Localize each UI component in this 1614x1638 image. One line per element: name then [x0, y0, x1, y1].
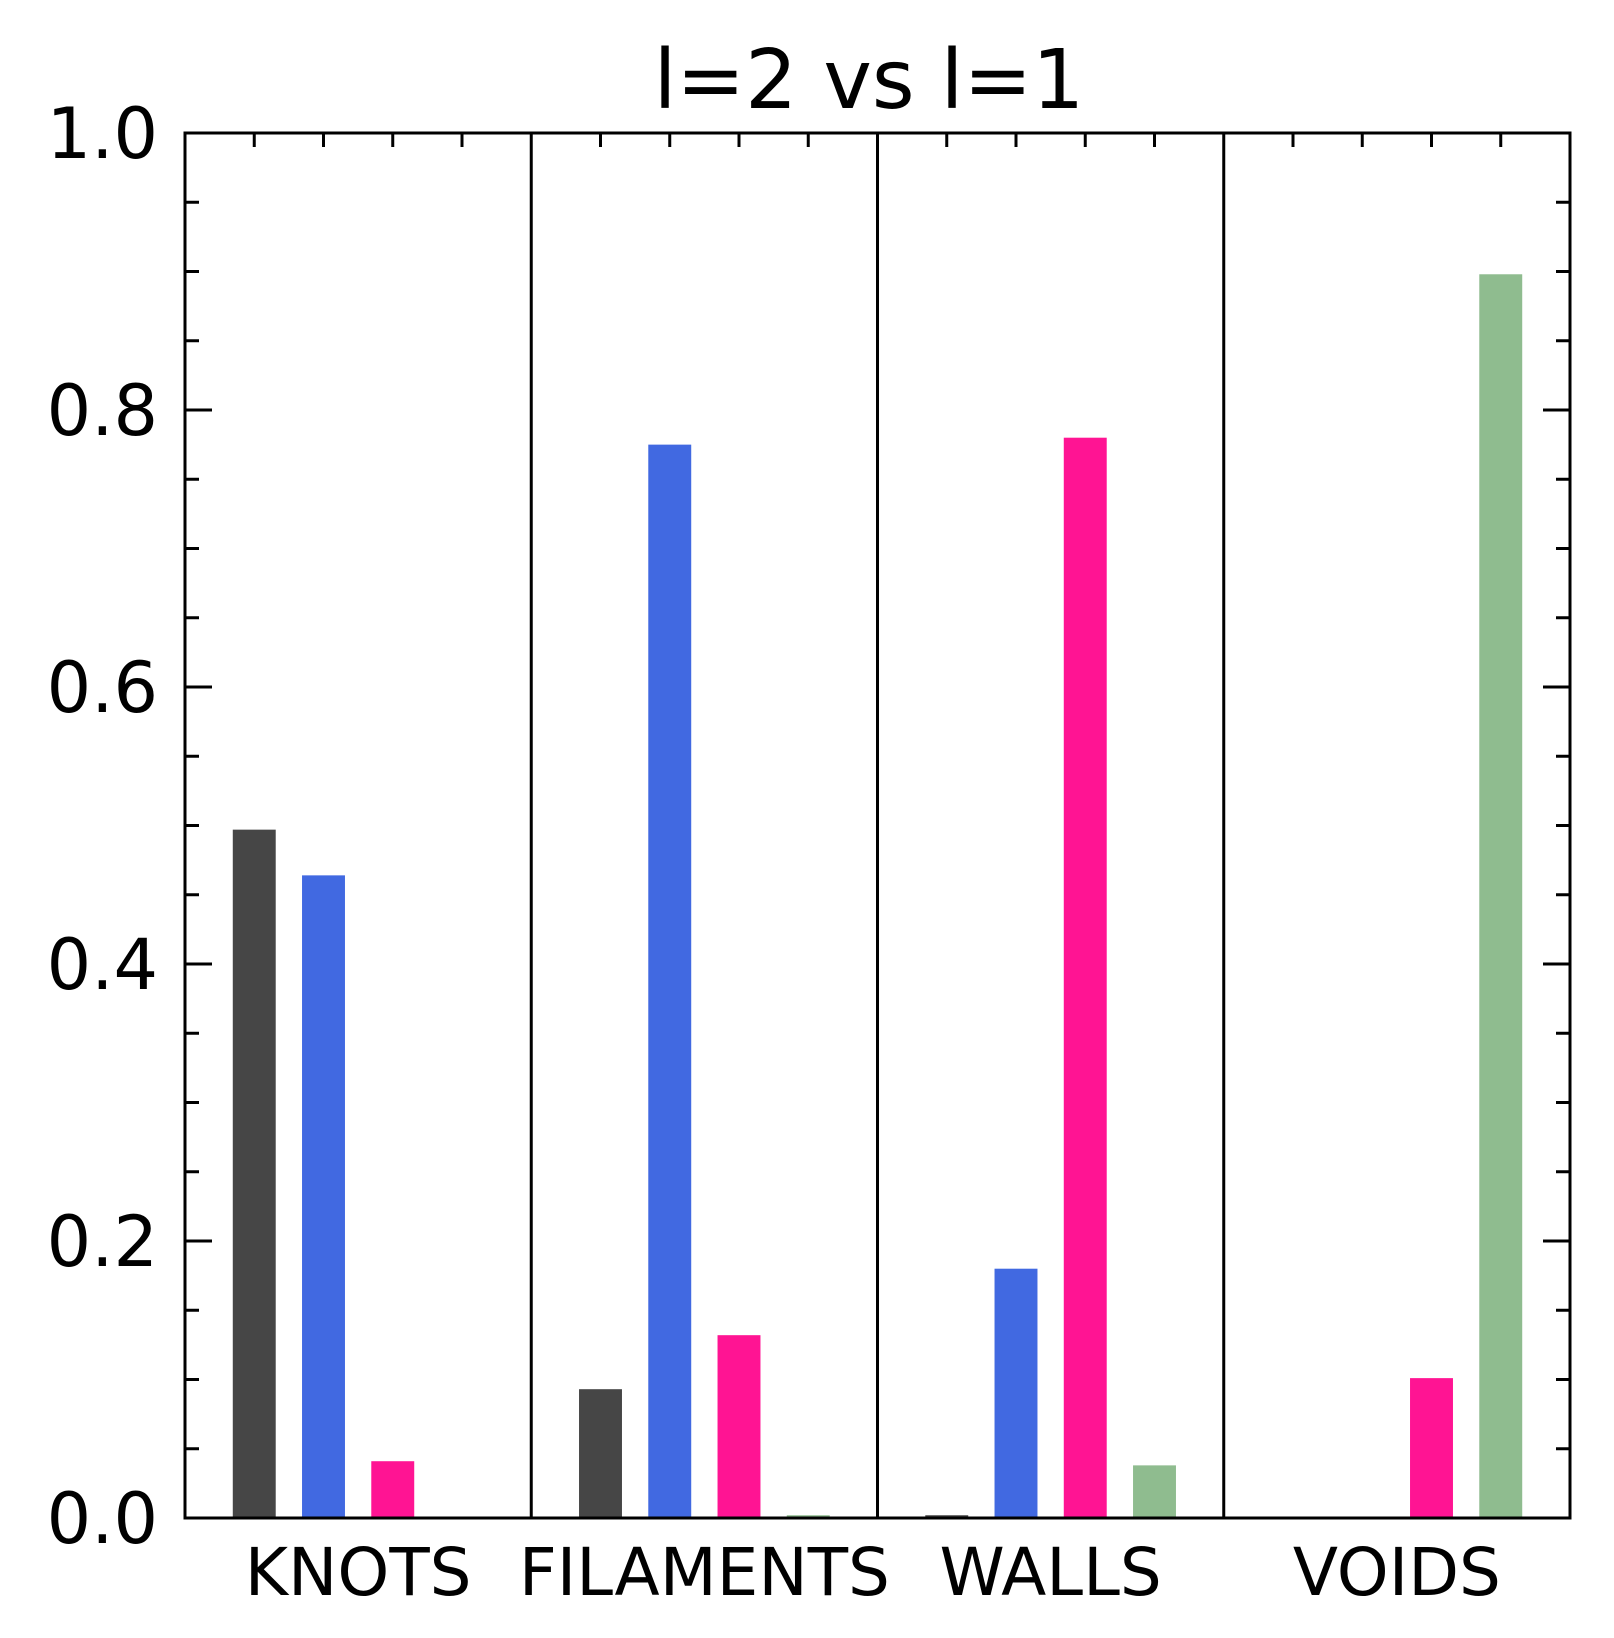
- bar: [302, 875, 345, 1518]
- y-tick-label: 0.4: [47, 924, 158, 1006]
- y-tick-label: 1.0: [47, 93, 158, 175]
- chart-title: l=2 vs l=1: [654, 33, 1085, 128]
- bar: [1063, 437, 1107, 1519]
- x-category-label: KNOTS: [245, 1534, 472, 1611]
- category-dividers: [529, 133, 1226, 1518]
- x-category-label: FILAMENTS: [519, 1534, 890, 1611]
- bar: [648, 444, 692, 1519]
- bar: [371, 1461, 415, 1518]
- bar: [717, 1335, 761, 1518]
- y-tick-label: 0.8: [47, 370, 158, 452]
- x-category-label: VOIDS: [1293, 1534, 1501, 1611]
- bars-group: [232, 274, 1523, 1519]
- plot-frame: [183, 131, 1572, 1520]
- y-tick-label: 0.2: [47, 1201, 158, 1283]
- category-labels: KNOTS FILAMENTS WALLS VOIDS: [245, 1534, 1501, 1611]
- bar: [232, 829, 276, 1518]
- bar: [1133, 1465, 1176, 1518]
- bar: [1479, 274, 1523, 1518]
- y-tick-label: 0.0: [47, 1478, 158, 1560]
- bar: [579, 1389, 622, 1518]
- bar: [1410, 1378, 1453, 1518]
- x-category-label: WALLS: [940, 1534, 1162, 1611]
- bar: [994, 1268, 1038, 1518]
- y-tick-labels: 0.0 0.2 0.4 0.6 0.8 1.0: [47, 93, 158, 1560]
- y-tick-label: 0.6: [47, 647, 158, 729]
